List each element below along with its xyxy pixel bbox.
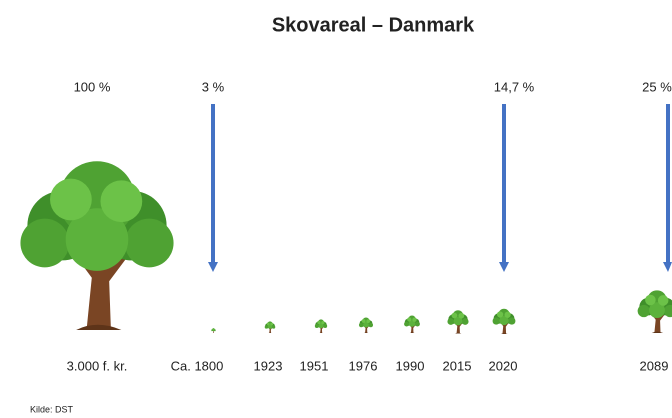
infographic: Skovareal – Danmark 100 % 3 % 14,7 % 25 … [0, 0, 672, 418]
tree-icon [265, 321, 276, 333]
percent: 3 % [202, 79, 225, 94]
period-label: 2015 [443, 358, 472, 373]
source: Kilde: DST [30, 404, 74, 414]
period-label: 1923 [254, 358, 283, 373]
arrow-head [208, 262, 218, 272]
period-label: 1951 [300, 358, 329, 373]
percent: 14,7 % [494, 79, 535, 94]
period-label: 3.000 f. kr. [67, 358, 128, 373]
arrow-head [663, 262, 672, 272]
period-label: 1976 [349, 358, 378, 373]
arrow-head [499, 262, 509, 272]
tree-icon [20, 161, 173, 330]
tree-icon [359, 317, 373, 333]
period-label: 1990 [396, 358, 425, 373]
period-label: 2089 [640, 358, 669, 373]
tree-icon [315, 319, 327, 333]
tree-icon [638, 290, 672, 333]
percent: 25 % [642, 79, 672, 94]
tree-icon [211, 328, 215, 333]
period-label: Ca. 1800 [171, 358, 224, 373]
percent: 100 % [74, 79, 111, 94]
tree-icon [404, 316, 420, 333]
tree-icon [447, 310, 468, 333]
period-label: 2020 [489, 358, 518, 373]
tree-icon [493, 309, 516, 334]
title: Skovareal – Danmark [272, 14, 475, 36]
